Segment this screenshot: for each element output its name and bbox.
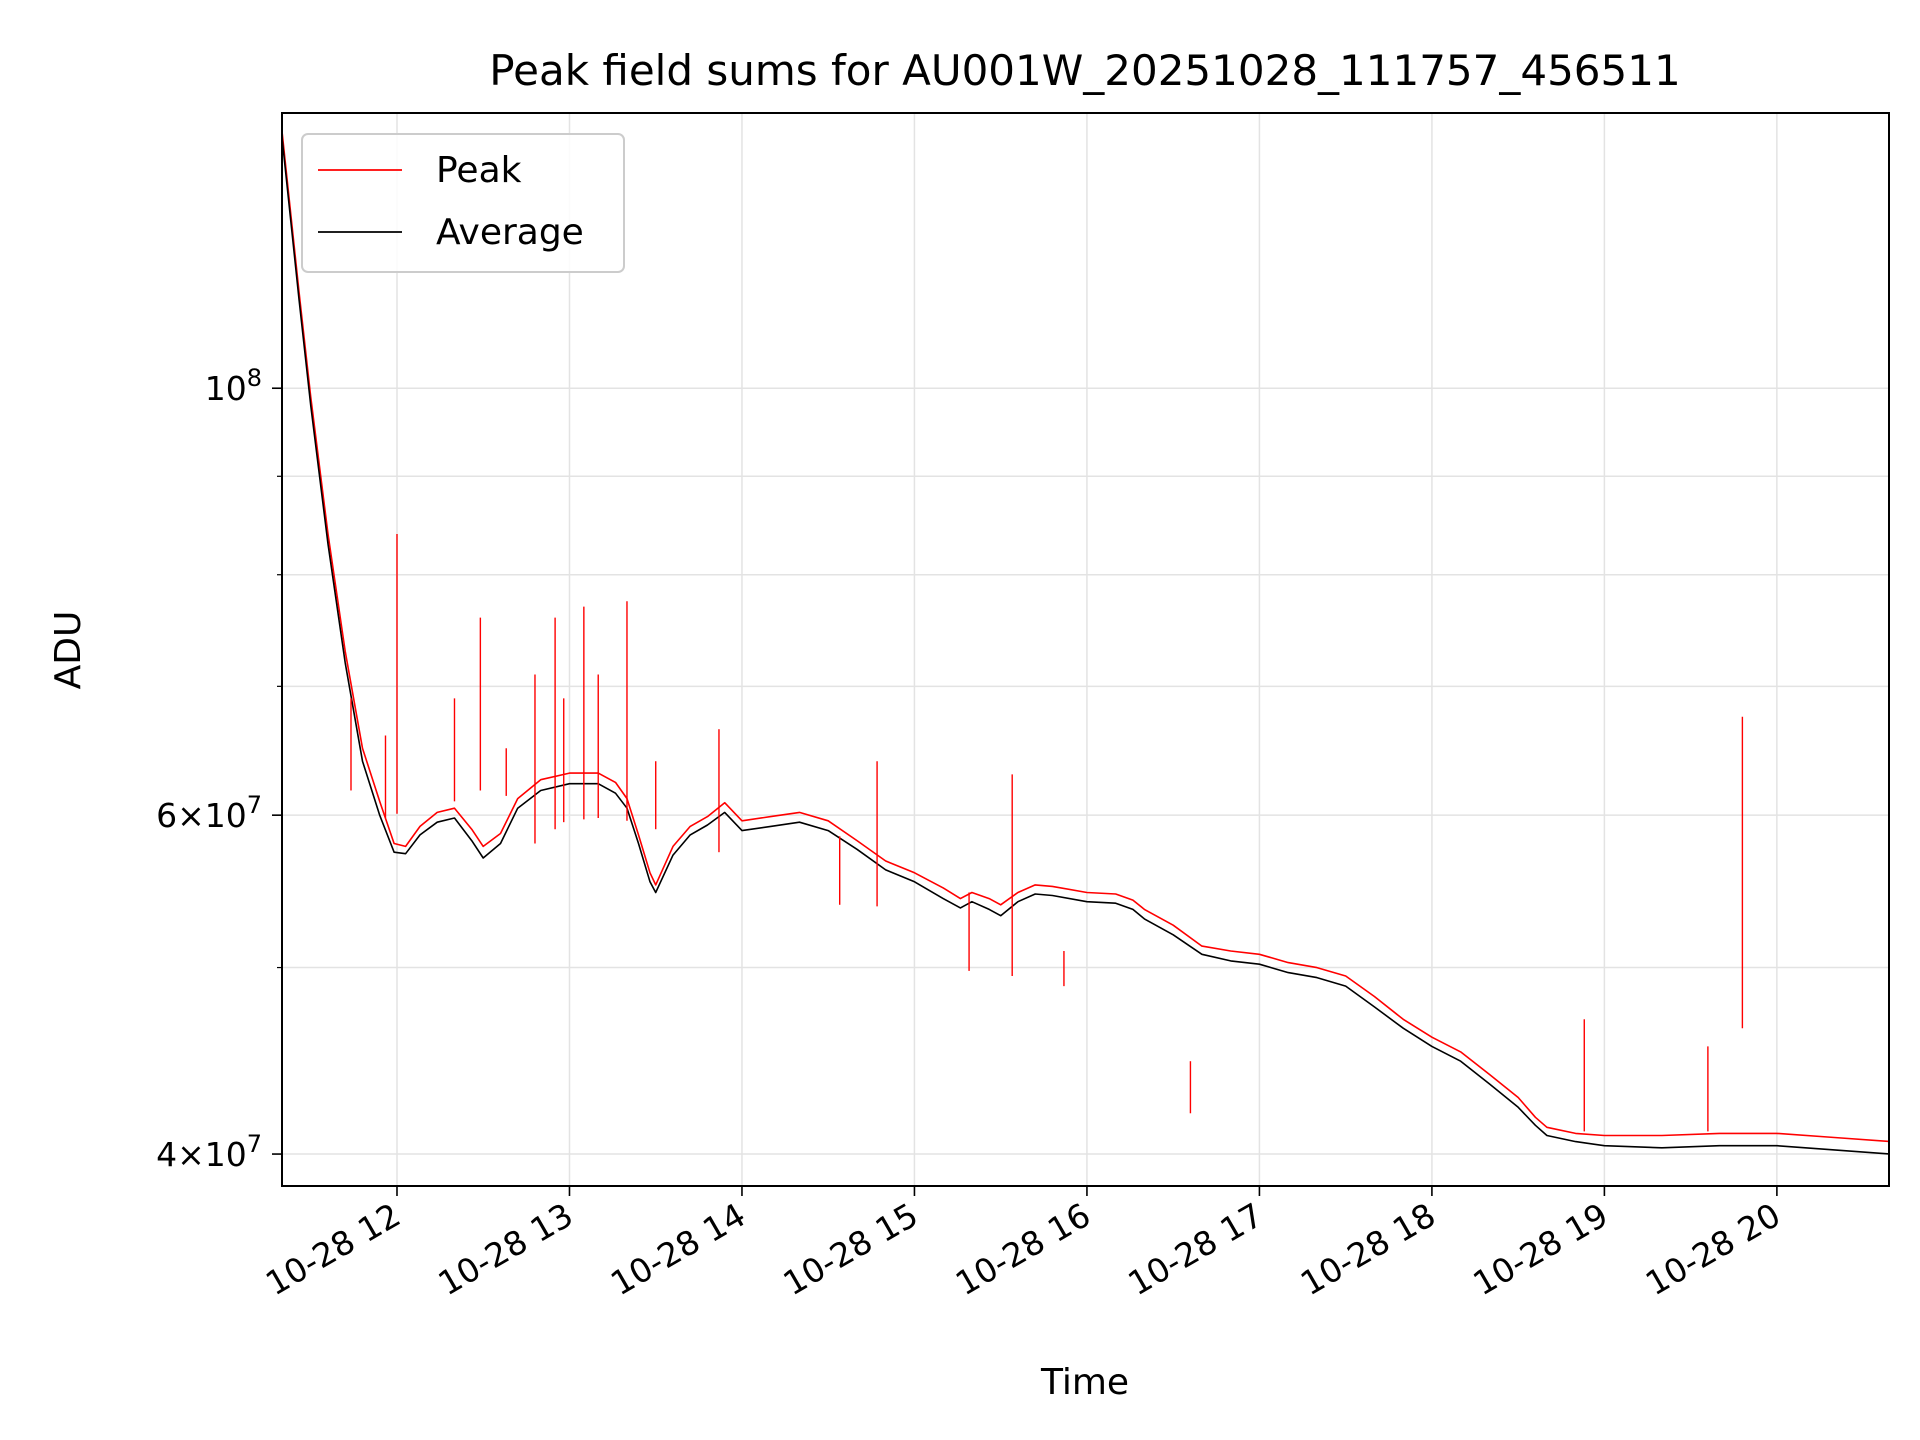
- plot-frame: [281, 112, 1890, 1187]
- series-lines: [282, 131, 1889, 1155]
- series-line-peak: [282, 131, 1889, 1143]
- y-tick-label: 108: [205, 364, 262, 408]
- legend: Peak Average: [301, 133, 625, 273]
- series-line-average: [282, 137, 1889, 1155]
- y-tick-label: 6×107: [156, 791, 262, 835]
- y-axis-label: ADU: [48, 611, 89, 690]
- x-axis-label: Time: [1040, 1362, 1129, 1403]
- grid-lines: [282, 113, 1889, 1186]
- chart-title: Peak field sums for AU001W_20251028_1117…: [489, 46, 1680, 95]
- y-tick-label: 4×107: [156, 1130, 262, 1174]
- legend-box: [301, 133, 625, 273]
- legend-label-peak: Peak: [436, 150, 522, 191]
- legend-label-average: Average: [436, 212, 584, 253]
